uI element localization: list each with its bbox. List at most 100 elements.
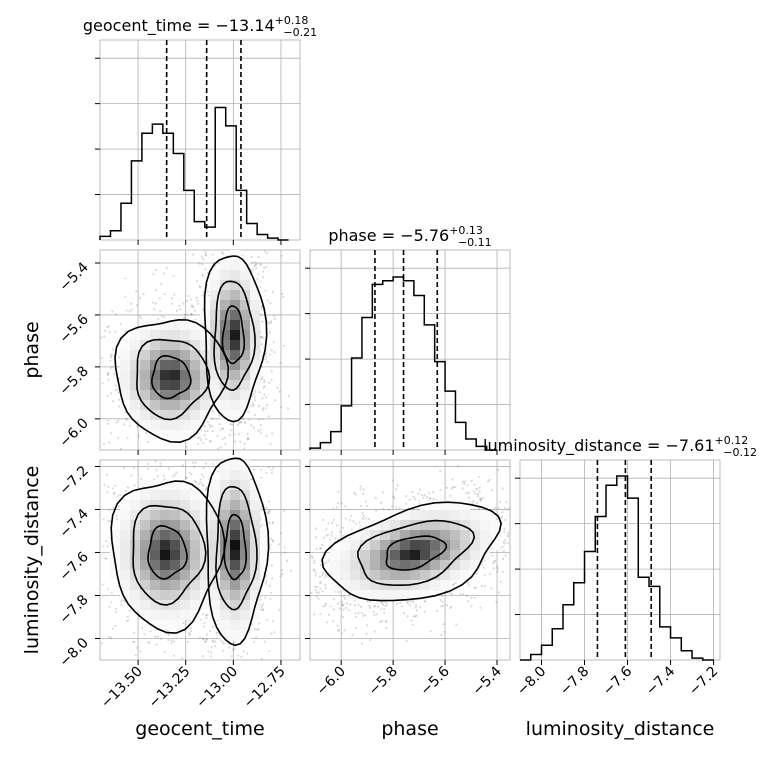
scatter-point (409, 604, 411, 606)
scatter-point (268, 521, 270, 523)
scatter-point (283, 510, 285, 512)
scatter-point (380, 502, 382, 504)
density-cell (160, 510, 170, 520)
scatter-point (265, 353, 267, 355)
density-cell (230, 490, 240, 500)
density-cell (130, 400, 140, 410)
scatter-point (266, 507, 268, 509)
density-cell (140, 330, 150, 340)
density-cell (220, 620, 230, 630)
density-cell (230, 410, 240, 420)
scatter-point (110, 392, 112, 394)
scatter-point (433, 498, 435, 500)
scatter-point (436, 610, 438, 612)
scatter-point (159, 310, 161, 312)
scatter-point (108, 442, 110, 444)
density-cell (130, 330, 140, 340)
scatter-point (184, 317, 186, 319)
scatter-point (274, 399, 276, 401)
density-cell (420, 530, 430, 540)
scatter-point (337, 491, 339, 493)
density-cell (160, 550, 170, 560)
scatter-point (315, 572, 317, 574)
scatter-point (342, 609, 344, 611)
scatter-point (261, 343, 263, 345)
scatter-point (373, 605, 375, 607)
scatter-point (345, 518, 347, 520)
scatter-point (365, 633, 367, 635)
density-cell (230, 320, 240, 330)
scatter-point (452, 486, 454, 488)
scatter-point (124, 277, 126, 279)
scatter-point (112, 400, 114, 402)
scatter-point (283, 345, 285, 347)
density-cell (230, 540, 240, 550)
scatter-point (192, 253, 194, 255)
scatter-point (205, 253, 207, 255)
scatter-point (217, 447, 219, 449)
scatter-point (262, 271, 264, 273)
density-cell (130, 550, 140, 560)
scatter-point (473, 484, 475, 486)
scatter-point (271, 379, 273, 381)
scatter-point (345, 607, 347, 609)
density-cell (150, 400, 160, 410)
density-cell (230, 590, 240, 600)
scatter-point (193, 466, 195, 468)
scatter-point (467, 582, 469, 584)
density-cell (460, 560, 470, 570)
scatter-point (429, 498, 431, 500)
scatter-point (261, 378, 263, 380)
density-cell (230, 300, 240, 310)
scatter-point (500, 581, 502, 583)
density-cell (230, 340, 240, 350)
density-cell (390, 550, 400, 560)
density-cell (120, 360, 130, 370)
density-cell (210, 380, 220, 390)
scatter-point (352, 520, 354, 522)
scatter-point (112, 628, 114, 630)
scatter-point (134, 484, 136, 486)
scatter-point (379, 621, 381, 623)
scatter-point (152, 302, 154, 304)
scatter-point (139, 297, 141, 299)
scatter-point (204, 251, 206, 253)
scatter-point (330, 605, 332, 607)
density-cell (230, 630, 240, 640)
density-cell (450, 500, 460, 510)
density-cell (190, 590, 200, 600)
scatter-point (490, 587, 492, 589)
density-cell (190, 560, 200, 570)
density-cell (220, 400, 230, 410)
density-cell (390, 590, 400, 600)
scatter-point (421, 494, 423, 496)
density-cell (450, 510, 460, 520)
scatter-point (204, 434, 206, 436)
scatter-point (417, 493, 419, 495)
scatter-point (355, 523, 357, 525)
scatter-point (145, 432, 147, 434)
scatter-point (441, 595, 443, 597)
title-minus: −0.21 (283, 26, 317, 39)
density-cell (370, 590, 380, 600)
scatter-point (365, 517, 367, 519)
scatter-point (274, 318, 276, 320)
scatter-point (459, 593, 461, 595)
scatter-point (440, 634, 442, 636)
scatter-point (322, 572, 324, 574)
scatter-point (353, 492, 355, 494)
scatter-point (314, 589, 316, 591)
scatter-point (163, 316, 165, 318)
scatter-point (405, 503, 407, 505)
scatter-point (256, 629, 258, 631)
scatter-point (401, 605, 403, 607)
scatter-point (237, 424, 239, 426)
density-cell (210, 550, 220, 560)
scatter-point (247, 411, 249, 413)
scatter-point (205, 489, 207, 491)
density-cell (120, 380, 130, 390)
scatter-point (337, 602, 339, 604)
scatter-point (194, 310, 196, 312)
scatter-point (264, 290, 266, 292)
scatter-point (207, 430, 209, 432)
